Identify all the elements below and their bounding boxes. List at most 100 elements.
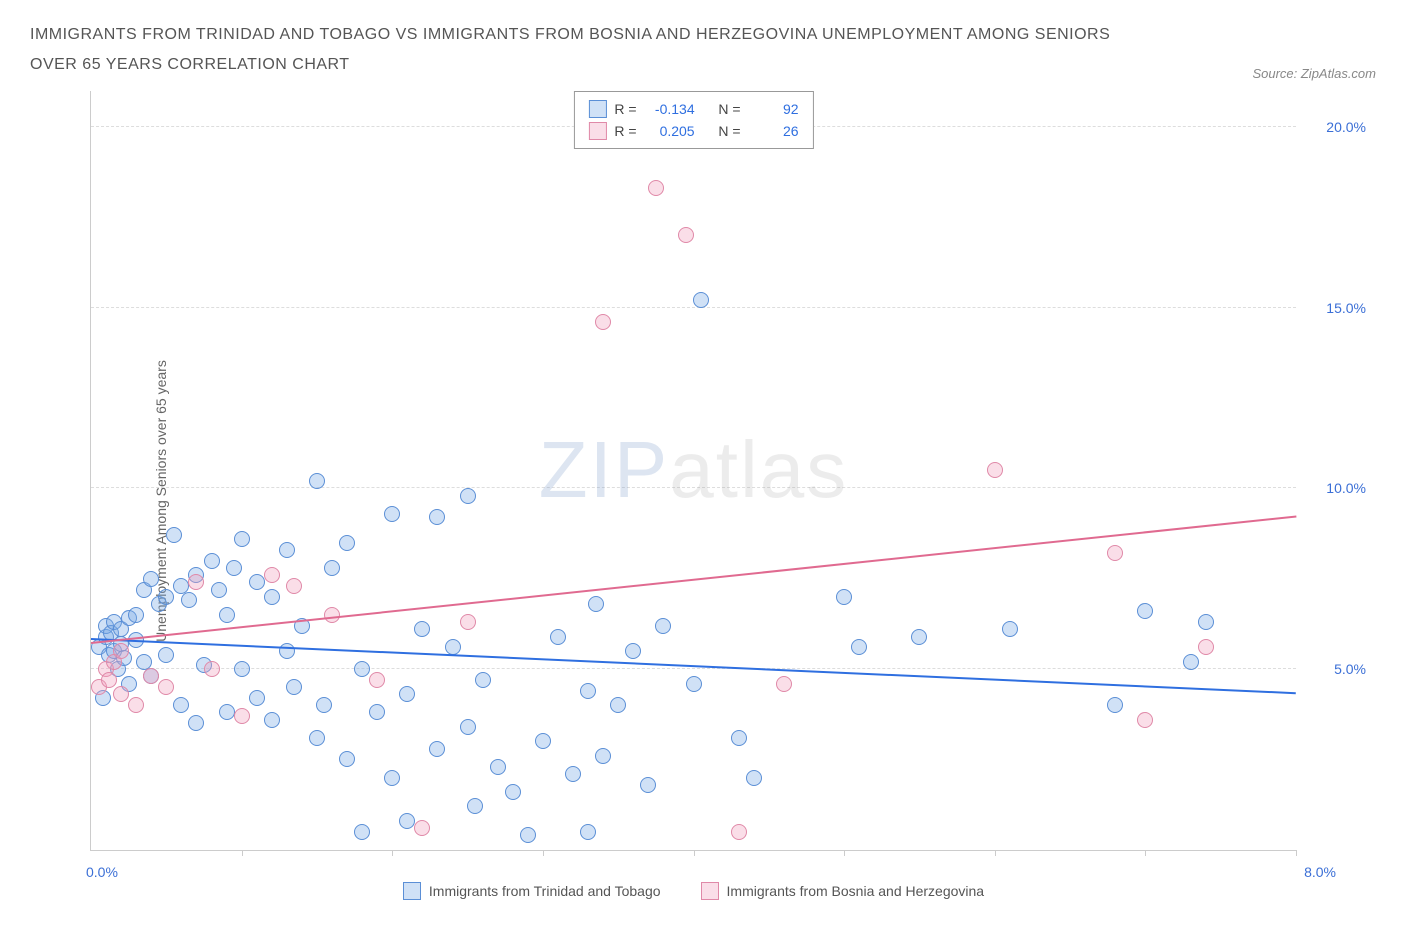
- data-point: [158, 679, 174, 695]
- page-title: IMMIGRANTS FROM TRINIDAD AND TOBAGO VS I…: [30, 20, 1130, 81]
- data-point: [640, 777, 656, 793]
- data-point: [384, 770, 400, 786]
- data-point: [776, 676, 792, 692]
- data-point: [731, 730, 747, 746]
- data-point: [188, 574, 204, 590]
- watermark-zip: ZIP: [539, 425, 669, 514]
- data-point: [286, 679, 302, 695]
- data-point: [234, 661, 250, 677]
- data-point: [595, 748, 611, 764]
- data-point: [354, 824, 370, 840]
- swatch-series-2: [701, 882, 719, 900]
- data-point: [158, 647, 174, 663]
- data-point: [610, 697, 626, 713]
- data-point: [595, 314, 611, 330]
- data-point: [264, 567, 280, 583]
- data-point: [234, 708, 250, 724]
- plot-area: ZIPatlas R = -0.134 N = 92 R = 0.205 N =…: [90, 91, 1296, 851]
- data-point: [166, 527, 182, 543]
- data-point: [580, 683, 596, 699]
- x-tick: [1296, 850, 1297, 856]
- data-point: [399, 813, 415, 829]
- correlation-chart: Unemployment Among Seniors over 65 years…: [30, 91, 1376, 911]
- source-name: ZipAtlas.com: [1301, 66, 1376, 81]
- r-label: R =: [614, 101, 636, 117]
- x-tick: [1145, 850, 1146, 856]
- data-point: [565, 766, 581, 782]
- data-point: [625, 643, 641, 659]
- data-point: [188, 715, 204, 731]
- n-label: N =: [718, 101, 740, 117]
- data-point: [1107, 697, 1123, 713]
- legend-label-series-1: Immigrants from Trinidad and Tobago: [429, 883, 661, 899]
- data-point: [550, 629, 566, 645]
- data-point: [204, 661, 220, 677]
- legend-label-series-2: Immigrants from Bosnia and Herzegovina: [727, 883, 985, 899]
- legend-item-series-2: Immigrants from Bosnia and Herzegovina: [701, 882, 985, 900]
- data-point: [211, 582, 227, 598]
- source-attribution: Source: ZipAtlas.com: [1252, 66, 1376, 81]
- r-label: R =: [614, 123, 636, 139]
- data-point: [414, 820, 430, 836]
- y-tick-label: 10.0%: [1326, 480, 1366, 496]
- data-point: [648, 180, 664, 196]
- data-point: [324, 607, 340, 623]
- data-point: [113, 643, 129, 659]
- n-value-series-1: 92: [749, 101, 799, 117]
- data-point: [460, 488, 476, 504]
- data-point: [399, 686, 415, 702]
- x-corner-right: 8.0%: [1304, 864, 1336, 880]
- data-point: [369, 672, 385, 688]
- data-point: [1198, 614, 1214, 630]
- data-point: [467, 798, 483, 814]
- data-point: [128, 607, 144, 623]
- data-point: [1198, 639, 1214, 655]
- data-point: [339, 751, 355, 767]
- stats-legend: R = -0.134 N = 92 R = 0.205 N = 26: [573, 91, 813, 149]
- source-label: Source:: [1252, 66, 1300, 81]
- data-point: [101, 672, 117, 688]
- r-value-series-1: -0.134: [645, 101, 695, 117]
- data-point: [475, 672, 491, 688]
- data-point: [219, 704, 235, 720]
- data-point: [678, 227, 694, 243]
- data-point: [264, 712, 280, 728]
- data-point: [414, 621, 430, 637]
- data-point: [588, 596, 604, 612]
- data-point: [1183, 654, 1199, 670]
- data-point: [173, 697, 189, 713]
- watermark: ZIPatlas: [539, 424, 848, 516]
- swatch-series-1: [403, 882, 421, 900]
- x-tick: [995, 850, 996, 856]
- data-point: [316, 697, 332, 713]
- data-point: [1137, 603, 1153, 619]
- data-point: [324, 560, 340, 576]
- data-point: [339, 535, 355, 551]
- data-point: [286, 578, 302, 594]
- data-point: [204, 553, 220, 569]
- data-point: [1002, 621, 1018, 637]
- data-point: [693, 292, 709, 308]
- data-point: [746, 770, 762, 786]
- data-point: [128, 697, 144, 713]
- data-point: [911, 629, 927, 645]
- data-point: [490, 759, 506, 775]
- r-value-series-2: 0.205: [645, 123, 695, 139]
- data-point: [731, 824, 747, 840]
- watermark-atlas: atlas: [669, 425, 848, 514]
- data-point: [987, 462, 1003, 478]
- x-tick: [694, 850, 695, 856]
- data-point: [181, 592, 197, 608]
- data-point: [384, 506, 400, 522]
- data-point: [158, 589, 174, 605]
- swatch-series-2: [588, 122, 606, 140]
- data-point: [460, 614, 476, 630]
- x-tick: [543, 850, 544, 856]
- data-point: [264, 589, 280, 605]
- data-point: [505, 784, 521, 800]
- gridline: [91, 307, 1296, 308]
- data-point: [429, 741, 445, 757]
- data-point: [369, 704, 385, 720]
- data-point: [851, 639, 867, 655]
- data-point: [143, 668, 159, 684]
